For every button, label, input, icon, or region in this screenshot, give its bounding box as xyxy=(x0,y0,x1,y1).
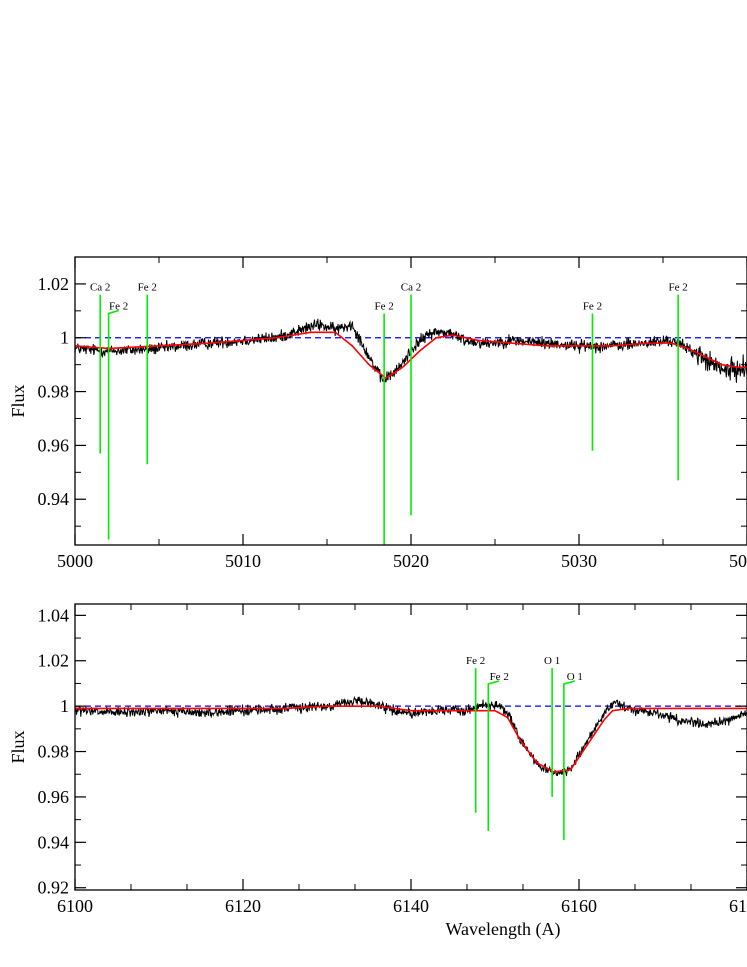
y-tick-label: 1.02 xyxy=(38,274,70,294)
plot-area: Fe 2 Fe 2 O 1 O 1 xyxy=(75,655,747,841)
y-tick-label: 1 xyxy=(60,696,69,716)
x-tick-label: 6100 xyxy=(57,896,93,916)
line-marker xyxy=(107,309,119,540)
line-marker-label: Fe 2 xyxy=(668,282,687,294)
y-tick-label: 0.98 xyxy=(38,382,70,402)
line-marker xyxy=(563,680,576,841)
y-tick-label: 1 xyxy=(60,328,69,348)
line-marker-label: O 1 xyxy=(544,655,560,667)
line-marker-label: O 1 xyxy=(567,671,583,683)
line-marker-label: Fe 2 xyxy=(490,671,509,683)
plot-frame xyxy=(74,603,747,891)
y-tick-label: 0.92 xyxy=(38,878,70,898)
x-tick-label: 5040 xyxy=(729,551,747,571)
y-tick-label: 0.96 xyxy=(38,435,70,455)
x-tick-label: 5010 xyxy=(225,551,261,571)
line-marker xyxy=(487,680,500,831)
line-marker-label: Fe 2 xyxy=(138,282,157,294)
y-tick-label: 0.94 xyxy=(38,832,70,852)
line-marker-label: Fe 2 xyxy=(374,300,393,312)
line-marker-label: Fe 2 xyxy=(583,300,602,312)
model-spectrum xyxy=(75,705,747,773)
y-tick-label: 0.94 xyxy=(38,489,70,509)
plot-area: Ca 2 Fe 2 Fe 2 Fe 2 Ca 2 Fe 2 Fe 2 xyxy=(75,282,747,545)
y-axis-label: Flux xyxy=(8,384,28,417)
x-tick-label: 6180 xyxy=(729,896,747,916)
x-tick-label: 6140 xyxy=(393,896,429,916)
x-tick-label: 5000 xyxy=(57,551,93,571)
x-axis-label: Wavelength (A) xyxy=(445,919,560,940)
y-tick-label: 1.04 xyxy=(38,605,70,625)
line-marker-label: Fe 2 xyxy=(109,300,128,312)
line-marker-label: Ca 2 xyxy=(401,282,421,294)
x-tick-label: 6120 xyxy=(225,896,261,916)
y-tick-label: 0.98 xyxy=(38,742,70,762)
x-tick-label: 6160 xyxy=(561,896,597,916)
y-tick-label: 0.96 xyxy=(38,787,70,807)
line-marker-label: Fe 2 xyxy=(466,655,485,667)
x-tick-label: 5020 xyxy=(393,551,429,571)
y-tick-label: 1.02 xyxy=(38,651,70,671)
panel-top: Ca 2 Fe 2 Fe 2 Fe 2 Ca 2 Fe 2 Fe 2 5000 5010 5020… xyxy=(8,256,747,571)
y-axis-label: Flux xyxy=(8,730,28,763)
x-tick-label: 5030 xyxy=(561,551,597,571)
line-marker-label: Ca 2 xyxy=(90,282,110,294)
panel-bottom: Fe 2 Fe 2 O 1 O 1 6100 6120 6140 6160 6180 0.92 0.… xyxy=(8,603,747,940)
